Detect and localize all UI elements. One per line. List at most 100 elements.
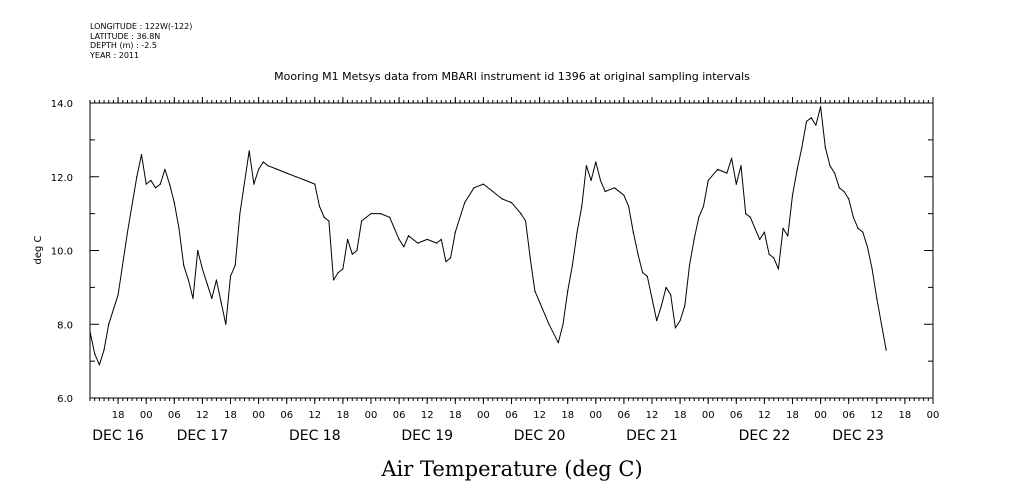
- data-point: [403, 246, 405, 248]
- y-tick-label: 8.0: [57, 320, 73, 331]
- data-point: [829, 165, 831, 167]
- data-point: [426, 238, 428, 241]
- year-label: YEAR : 2011: [90, 50, 140, 60]
- data-point: [464, 201, 466, 204]
- x-hour-label: 18: [112, 410, 125, 421]
- data-point: [117, 294, 119, 296]
- data-point: [286, 172, 288, 174]
- data-point: [651, 297, 653, 300]
- data-point: [773, 257, 775, 259]
- data-point: [103, 349, 105, 351]
- data-point: [642, 272, 644, 274]
- x-hour-label: 18: [449, 410, 462, 421]
- data-point: [843, 190, 845, 193]
- data-point: [740, 165, 742, 167]
- x-hour-label: 12: [870, 410, 883, 421]
- data-point: [590, 179, 592, 182]
- data-point: [370, 213, 372, 215]
- data-point: [295, 176, 297, 178]
- data-point: [745, 213, 747, 215]
- data-point: [225, 323, 227, 325]
- data-point: [674, 327, 677, 329]
- data-point: [98, 364, 100, 366]
- data-point: [707, 179, 709, 182]
- data-point: [688, 264, 691, 266]
- data-point: [557, 342, 559, 344]
- data-point: [684, 305, 686, 307]
- data-point: [885, 349, 887, 351]
- data-point: [440, 238, 442, 241]
- x-hour-label: 12: [533, 410, 546, 421]
- data-point: [716, 168, 719, 170]
- x-day-label: DEC 20: [514, 428, 566, 444]
- data-point: [159, 183, 161, 185]
- data-point: [164, 168, 166, 170]
- data-point: [656, 319, 658, 322]
- data-point: [852, 216, 854, 218]
- data-point: [613, 187, 616, 189]
- data-point: [782, 227, 784, 229]
- x-hour-label: 18: [224, 410, 237, 421]
- x-hour-label: 00: [365, 410, 378, 421]
- data-point: [314, 183, 316, 185]
- data-point: [576, 231, 578, 233]
- x-day-label: DEC 23: [832, 428, 884, 444]
- series-group: [89, 106, 887, 366]
- data-point: [276, 168, 278, 170]
- x-hour-label: 00: [477, 410, 490, 421]
- x-day-label: DEC 16: [92, 428, 144, 444]
- data-point: [646, 275, 648, 277]
- dataset-metadata: LONGITUDE : 122W(-122) LATITUDE : 36.8N …: [90, 22, 192, 60]
- data-point: [627, 205, 630, 207]
- x-hour-label: 06: [393, 410, 406, 421]
- data-point: [267, 165, 269, 167]
- x-hour-label: 00: [814, 410, 827, 421]
- x-hour-label: 06: [505, 410, 518, 421]
- data-point: [145, 183, 147, 185]
- y-tick-label: 12.0: [51, 173, 73, 184]
- air-temperature-series-line: [89, 106, 887, 366]
- data-point: [820, 106, 822, 108]
- data-point: [581, 205, 583, 207]
- x-axis: 18 00 06 12 18 00 06 12 18 00 06 12 18 00 06 12 18 00 06 12…: [89, 97, 940, 444]
- x-hour-label: 06: [842, 410, 855, 421]
- data-point: [154, 187, 157, 189]
- y-axis-label: deg C: [33, 235, 44, 264]
- data-point: [89, 331, 91, 333]
- x-hour-label: 06: [168, 410, 181, 421]
- data-point: [805, 120, 808, 123]
- data-point: [178, 227, 180, 229]
- data-point: [108, 323, 110, 325]
- data-point: [754, 227, 756, 229]
- data-point: [150, 179, 152, 182]
- x-axis-label: Air Temperature (deg C): [380, 457, 642, 481]
- data-point: [735, 183, 737, 185]
- data-point: [211, 297, 213, 300]
- data-point: [262, 161, 264, 163]
- data-point: [492, 190, 494, 193]
- x-hour-label: 12: [308, 410, 321, 421]
- y-tick-label: 14.0: [51, 99, 73, 110]
- data-point: [140, 154, 143, 156]
- data-point: [824, 146, 826, 148]
- x-hour-label: 00: [927, 410, 940, 421]
- data-point: [337, 272, 339, 274]
- data-point: [702, 205, 705, 207]
- data-point: [548, 323, 550, 325]
- data-point: [768, 253, 770, 255]
- x-day-label: DEC 21: [626, 428, 678, 444]
- y-tick-label: 10.0: [51, 247, 73, 258]
- x-day-label: DEC 18: [289, 428, 341, 444]
- data-point: [838, 187, 840, 189]
- data-point: [389, 216, 391, 218]
- data-point: [665, 286, 667, 288]
- data-point: [731, 157, 733, 159]
- data-point: [356, 249, 358, 252]
- x-hour-label: 12: [758, 410, 771, 421]
- data-point: [623, 194, 625, 196]
- data-point: [796, 168, 798, 170]
- x-hour-label: 18: [561, 410, 574, 421]
- data-point: [346, 238, 349, 241]
- data-point: [361, 220, 363, 222]
- data-point: [206, 283, 208, 285]
